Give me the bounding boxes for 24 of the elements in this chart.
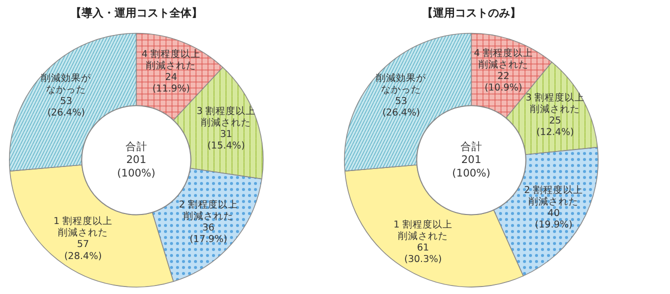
data-label: 40 (19.9%) (534, 208, 572, 231)
slice-label: 4 割程度以上削減された (474, 46, 533, 70)
data-label: 24 (11.9%) (152, 72, 190, 95)
chart-title: 【導入・運用コスト全体】 (70, 6, 202, 20)
slice-label: 1 割程度以上削減された (53, 215, 113, 239)
text: 合計 201 (100%) (117, 140, 156, 180)
slice-label: 2 割程度以上削減された (178, 198, 238, 222)
data-label: 25 (12.4%) (536, 116, 574, 138)
slice-label: 削減効果がなかった (376, 72, 428, 96)
data-label: 57 (28.4%) (64, 239, 102, 262)
slice-label: 3 割程度以上削減された (196, 105, 256, 129)
slice-label: 4 割程度以上削減された (142, 48, 201, 72)
slice-label: 削減効果がなかった (41, 72, 92, 96)
data-label: 22 (10.9%) (484, 70, 522, 94)
slice-label: 3 割程度以上削減された (526, 91, 585, 115)
data-label: 36 (17.9%) (190, 222, 228, 246)
data-label: 31 (15.4%) (207, 129, 245, 152)
text: 合計 201 (100%) (452, 140, 490, 180)
data-label: 61 (30.3%) (404, 242, 442, 265)
slice-label: 1 割程度以上削減された (394, 218, 453, 242)
data-label: 53 (26.4%) (382, 96, 420, 119)
chart-title: 【運用コストのみ】 (422, 6, 521, 20)
data-label: 53 (26.4%) (47, 96, 85, 119)
slice-label: 2 割程度以上削減された (524, 184, 584, 208)
